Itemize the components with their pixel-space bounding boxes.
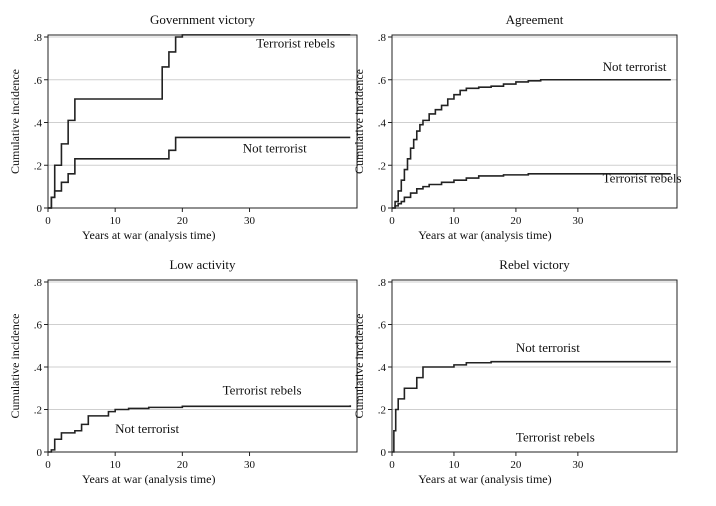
y-axis-label: Cumulative incidence — [8, 314, 22, 419]
y-tick-label-0: 0 — [37, 203, 43, 215]
y-tick-label-1: .2 — [34, 405, 42, 417]
x-tick-label-0: 0 — [45, 215, 51, 227]
y-axis-label: Cumulative incidence — [352, 69, 366, 174]
y-tick-label-1: .2 — [378, 160, 386, 172]
x-axis-label: Years at war (analysis time) — [82, 472, 215, 486]
chart-panel-3: Low activity 0 .2 .4 .6 .8 0 10 20 30 Years at war… — [8, 257, 358, 486]
curve-label-2: Not terrorist — [243, 140, 307, 155]
y-tick-label-3: .6 — [34, 320, 43, 332]
chart-panel-1: Government victory 0 .2 .4 .6 .8 0 10 20 30 Years … — [8, 12, 358, 242]
x-tick-label-0: 0 — [389, 215, 395, 227]
series-line-terrorist-rebels — [48, 405, 352, 453]
x-tick-label-3: 30 — [244, 459, 256, 471]
curve-label-1: Not terrorist — [603, 59, 667, 74]
series-line-not-terrorist — [392, 360, 671, 453]
y-tick-label-3: .6 — [378, 320, 387, 332]
x-tick-label-1: 10 — [110, 459, 122, 471]
y-tick-label-1: .2 — [34, 160, 42, 172]
x-tick-label-1: 10 — [110, 215, 122, 227]
x-tick-label-3: 30 — [572, 215, 584, 227]
y-tick-label-4: .8 — [378, 277, 387, 289]
y-tick-label-4: .8 — [378, 32, 387, 44]
curve-label-2: Terrorist rebels — [603, 170, 682, 185]
y-tick-label-3: .6 — [34, 75, 43, 87]
y-tick-label-2: .4 — [378, 118, 387, 130]
chart-panel-4: Rebel victory 0 .2 .4 .6 .8 0 10 20 30 Years at wa… — [352, 257, 678, 486]
x-tick-label-1: 10 — [448, 215, 460, 227]
series-line-terrorist-rebels — [392, 173, 671, 209]
plot-frame — [47, 34, 358, 209]
x-axis-label: Years at war (analysis time) — [418, 228, 551, 242]
x-tick-label-1: 10 — [448, 459, 460, 471]
y-tick-label-2: .4 — [34, 118, 43, 130]
y-tick-label-2: .4 — [378, 362, 387, 374]
x-axis-label: Years at war (analysis time) — [418, 472, 551, 486]
y-tick-label-4: .8 — [34, 32, 43, 44]
curve-label-1: Not terrorist — [516, 340, 580, 355]
plot-frame — [391, 279, 678, 453]
series-line-not-terrorist — [392, 78, 671, 209]
curve-label-2: Not terrorist — [115, 421, 179, 436]
chart-title: Agreement — [506, 12, 564, 27]
plot-frame — [47, 279, 358, 453]
chart-title: Low activity — [169, 257, 236, 272]
series-line-terrorist-rebels — [48, 34, 351, 209]
curve-label-1: Terrorist rebels — [223, 383, 302, 398]
y-axis-label: Cumulative incidence — [8, 69, 22, 174]
series-line-not-terrorist — [48, 136, 351, 209]
x-tick-label-0: 0 — [389, 459, 395, 471]
y-tick-label-2: .4 — [34, 362, 43, 374]
chart-title: Rebel victory — [499, 257, 570, 272]
y-tick-label-3: .6 — [378, 75, 387, 87]
x-tick-label-0: 0 — [45, 459, 51, 471]
y-tick-label-0: 0 — [37, 447, 43, 459]
x-tick-label-2: 20 — [177, 215, 189, 227]
curve-label-1: Terrorist rebels — [256, 36, 335, 51]
x-tick-label-3: 30 — [244, 215, 256, 227]
y-tick-label-4: .8 — [34, 277, 43, 289]
x-tick-label-3: 30 — [572, 459, 584, 471]
x-tick-label-2: 20 — [177, 459, 189, 471]
y-tick-label-0: 0 — [381, 203, 387, 215]
x-axis-label: Years at war (analysis time) — [82, 228, 215, 242]
y-axis-label: Cumulative incidence — [352, 314, 366, 419]
chart-title: Government victory — [150, 12, 256, 27]
x-tick-label-2: 20 — [510, 459, 522, 471]
curve-label-2: Terrorist rebels — [516, 429, 595, 444]
plot-frame — [391, 34, 678, 209]
y-tick-label-0: 0 — [381, 447, 387, 459]
chart-panel-2: Agreement 0 .2 .4 .6 .8 0 10 20 30 Years at war (a… — [352, 12, 682, 242]
y-tick-label-1: .2 — [378, 405, 386, 417]
x-tick-label-2: 20 — [510, 215, 522, 227]
